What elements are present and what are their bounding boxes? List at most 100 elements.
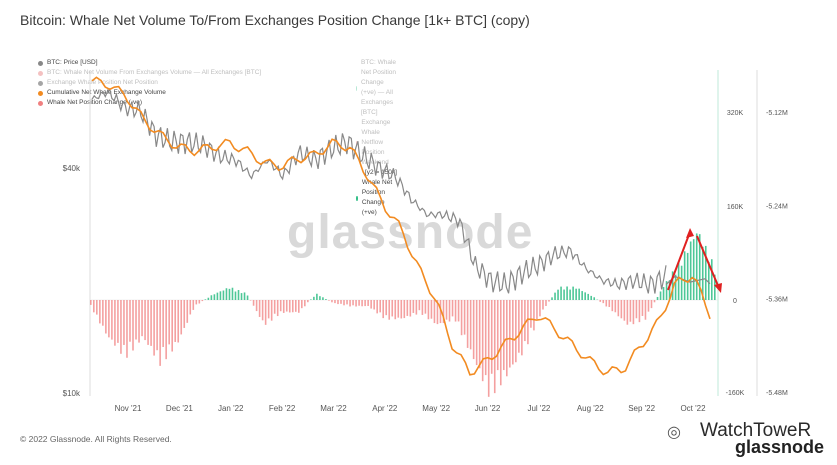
bar-positive xyxy=(237,290,240,300)
legend-item: [y2 = 150k] xyxy=(356,168,397,178)
bar-negative xyxy=(301,300,303,309)
bar-negative xyxy=(512,300,514,365)
bar-negative xyxy=(298,300,300,313)
bar-positive xyxy=(707,261,710,300)
bar-negative xyxy=(135,300,137,340)
bar-negative xyxy=(445,300,448,320)
bar-negative xyxy=(647,300,650,312)
bar-positive xyxy=(243,292,246,300)
bar-negative xyxy=(291,300,294,313)
bar-negative xyxy=(515,300,517,363)
y3-tick-label: -5.12M xyxy=(766,110,788,117)
bar-positive xyxy=(572,286,574,300)
bar-negative xyxy=(629,300,632,322)
bar-negative xyxy=(304,300,306,307)
bar-positive xyxy=(659,291,662,300)
bar-negative xyxy=(252,300,255,306)
bar-positive xyxy=(246,295,249,300)
bar-negative xyxy=(376,300,378,314)
bar-positive xyxy=(671,271,674,300)
bar-negative xyxy=(632,300,635,325)
bar-positive xyxy=(698,234,701,300)
bar-negative xyxy=(527,300,529,345)
bar-negative xyxy=(343,300,345,306)
legend-item[interactable]: Whale Net Position Change (-ve) xyxy=(38,98,261,108)
bar-positive xyxy=(680,265,683,300)
bar-negative xyxy=(448,300,451,322)
bar-positive xyxy=(662,287,665,300)
legend-label: Whale Net Position Change (-ve) xyxy=(47,99,143,106)
bar-negative xyxy=(267,300,270,319)
bar-negative xyxy=(120,300,122,354)
bar-negative xyxy=(421,300,424,315)
bar-negative xyxy=(132,300,134,351)
bar-positive xyxy=(225,288,228,300)
bar-positive xyxy=(674,274,677,300)
legend-item[interactable]: BTC: Price [USD] xyxy=(38,58,261,68)
bar-negative xyxy=(433,300,436,324)
bar-negative xyxy=(650,300,653,309)
bar-negative xyxy=(611,300,614,312)
legend-item[interactable]: Exchange Whale Position Net Position xyxy=(38,78,261,88)
bar-negative xyxy=(111,300,113,340)
bar-negative xyxy=(177,300,180,343)
bar-negative xyxy=(509,300,511,368)
bar-positive xyxy=(240,293,243,300)
bar-positive xyxy=(554,292,556,300)
bar-positive xyxy=(234,291,237,300)
bar-negative xyxy=(150,300,152,346)
bar-negative xyxy=(487,300,490,397)
bar-negative xyxy=(294,300,297,312)
bar-negative xyxy=(620,300,623,319)
bar-negative xyxy=(478,300,481,369)
y2-tick-label: 160K xyxy=(727,204,744,211)
legend-dot-icon xyxy=(356,195,358,201)
y3-tick-label: -5.24M xyxy=(766,203,788,210)
bar-positive xyxy=(551,297,553,300)
bar-negative xyxy=(198,300,201,304)
bar-negative xyxy=(255,300,258,312)
legend-label: Cumulative Net Whale Exchange Volume xyxy=(47,89,166,96)
legend-item[interactable]: Cumulative Net Whale Exchange Volume xyxy=(38,88,261,98)
legend-item[interactable]: Exchange Whale Netflow Position Weekend xyxy=(356,118,397,168)
bar-negative xyxy=(352,300,354,306)
bar-positive xyxy=(590,295,593,300)
bar-negative xyxy=(162,300,164,347)
bar-negative xyxy=(493,300,496,394)
legend-dot-icon xyxy=(356,85,357,91)
bar-negative xyxy=(499,300,502,386)
bar-positive xyxy=(219,291,222,300)
bar-negative xyxy=(105,300,107,334)
bar-negative xyxy=(385,300,388,316)
bar-negative xyxy=(258,300,261,317)
bar-negative xyxy=(442,300,445,324)
bar-positive xyxy=(319,296,321,300)
bar-negative xyxy=(524,300,526,342)
bar-negative xyxy=(144,300,146,341)
bar-negative xyxy=(195,300,198,305)
bar-negative xyxy=(123,300,125,345)
bar-positive xyxy=(313,296,315,300)
y-tick-label: $40k xyxy=(63,164,81,173)
bar-negative xyxy=(626,300,629,325)
x-tick-label: Aug '22 xyxy=(577,404,604,413)
bar-negative xyxy=(147,300,149,345)
legend-item[interactable]: BTC: Whale Net Volume From Exchanges Vol… xyxy=(38,68,261,78)
y2-tick-label: -160K xyxy=(726,390,745,397)
bar-negative xyxy=(460,300,463,336)
brand-glassnode: glassnode xyxy=(735,437,825,457)
bar-negative xyxy=(156,300,158,351)
bar-negative xyxy=(99,300,101,324)
bar-negative xyxy=(288,300,291,313)
bar-negative xyxy=(506,300,508,377)
bar-negative xyxy=(334,300,336,304)
bar-negative xyxy=(141,300,143,337)
bar-positive xyxy=(581,291,583,300)
bar-negative xyxy=(623,300,626,321)
bar-negative xyxy=(521,300,523,356)
bar-negative xyxy=(484,300,487,376)
bar-positive xyxy=(692,239,695,300)
bar-negative xyxy=(518,300,520,353)
legend-item[interactable]: BTC: Whale Net Position Change (+ve) — A… xyxy=(356,58,397,118)
wechat-icon: ◎ xyxy=(667,424,681,441)
